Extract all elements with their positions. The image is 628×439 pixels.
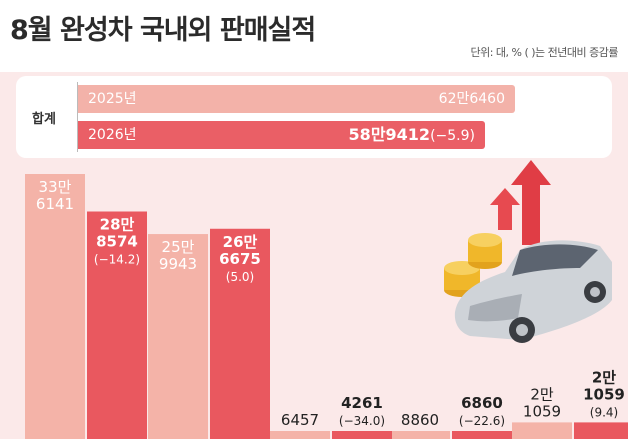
bar-label-series2-group4-line1: 6860: [461, 394, 503, 412]
total-divider: [77, 82, 78, 152]
bar-series2-group3: [332, 431, 392, 439]
bar-label-series1-group4-line1: 8860: [401, 411, 439, 429]
bar-label-series1-group5-line2: 1059: [523, 402, 561, 420]
bar-change-series2-group3: (−34.0): [339, 414, 385, 428]
total-bar-2025: 2025년 62만6460: [78, 85, 515, 113]
bar-label-series2-group1-line2: 8574: [96, 232, 138, 250]
total-bar-2026-value-wrap: 58만9412(−5.9): [349, 121, 475, 150]
bar-change-series2-group4: (−22.6): [459, 414, 505, 428]
rising-arrows-icon: [490, 160, 551, 245]
bar-change-series2-group1: (−14.2): [94, 252, 140, 266]
total-bar-2025-value: 62만6460: [438, 91, 505, 107]
bar-label-series1-group1-line2: 6141: [36, 195, 74, 213]
bar-label-series2-group2-line2: 6675: [219, 250, 261, 268]
bar-label-series1-group2-line1: 25만: [162, 238, 195, 256]
total-label: 합계: [32, 112, 56, 127]
bar-series1-group3: [270, 431, 330, 439]
bar-change-series2-group5: (9.4): [590, 405, 618, 419]
total-bar-2026-year: 2026년: [88, 127, 137, 143]
bar-series2-group4: [452, 431, 512, 439]
bar-series2-group1: [87, 211, 147, 439]
total-bar-2025-year: 2025년: [88, 91, 137, 107]
car-icon: [454, 240, 612, 343]
bar-series1-group4: [390, 431, 450, 439]
bar-label-series1-group1-line1: 33만: [39, 178, 72, 196]
bar-label-series2-group3-line1: 4261: [341, 394, 383, 412]
bar-label-series2-group5-line1: 2만: [592, 368, 616, 386]
page-title: 8월 완성차 국내외 판매실적: [10, 15, 316, 46]
bar-label-series2-group1-line1: 28만: [100, 215, 135, 233]
bar-label-series2-group5-line2: 1059: [583, 385, 625, 403]
total-bar-2026-change: (−5.9): [430, 128, 475, 144]
bar-label-series1-group2-line2: 9943: [159, 255, 197, 273]
bar-series1-group5: [512, 422, 572, 439]
total-bar-2026: 2026년 58만9412(−5.9): [78, 121, 485, 149]
bar-label-series2-group2-line1: 26만: [223, 233, 258, 251]
bar-label-series1-group3-line1: 6457: [281, 411, 319, 429]
bar-change-series2-group2: (5.0): [226, 270, 254, 284]
bar-series1-group1: [25, 174, 85, 439]
unit-note: 단위: 대, % ( )는 전년대비 증감률: [470, 46, 618, 59]
bar-series1-group2: [148, 234, 208, 439]
bar-series2-group5: [574, 422, 628, 439]
bar-series2-group2: [210, 228, 270, 439]
total-bar-2026-value: 58만9412: [348, 125, 431, 144]
bar-label-series1-group5-line1: 2만: [530, 385, 554, 403]
